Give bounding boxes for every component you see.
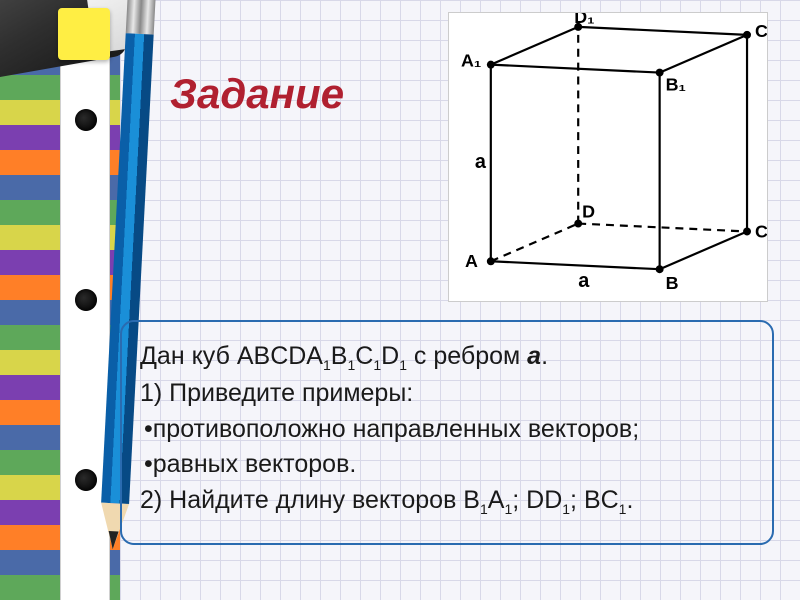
t3s3: 1 — [562, 501, 570, 517]
svg-text:B₁: B₁ — [666, 74, 686, 94]
t3a: 2) Найдите длину векторов B — [140, 486, 480, 514]
svg-text:A: A — [465, 251, 478, 271]
svg-text:a: a — [475, 151, 487, 173]
binder-hole — [75, 469, 97, 491]
t1s1: 1 — [323, 357, 331, 373]
svg-text:A₁: A₁ — [461, 51, 481, 71]
t1b: B — [331, 342, 348, 370]
slide-title: Задание — [170, 70, 344, 118]
task-bullet-2: •равных векторов. — [140, 448, 754, 482]
t3s1: 1 — [480, 501, 488, 517]
svg-text:C₁: C₁ — [755, 21, 767, 41]
svg-text:a: a — [578, 270, 590, 292]
t1v: a — [527, 342, 541, 370]
slide-stage: Задание ABCDA₁B₁C₁D₁aa Дан куб ABCDA1B1C… — [0, 0, 800, 600]
pencil-ferrule — [126, 0, 156, 35]
t3e: . — [626, 486, 633, 514]
svg-text:B: B — [666, 273, 679, 293]
pencil-tip — [108, 531, 119, 549]
task-line-1: Дан куб ABCDA1B1C1D1 с ребром a. — [140, 340, 754, 375]
t1e: с ребром — [407, 342, 527, 370]
binder-hole — [75, 289, 97, 311]
task-line-3: 2) Найдите длину векторов B1A1; DD1; BC1… — [140, 484, 754, 519]
cube-svg: A B C D A₁ B₁ C₁ D₁ a a — [449, 13, 767, 301]
t1s4: 1 — [399, 357, 407, 373]
t1s3: 1 — [373, 357, 381, 373]
sharpener-decor — [58, 8, 110, 60]
svg-text:D: D — [582, 202, 595, 222]
svg-text:D₁: D₁ — [574, 13, 594, 27]
t3b: A — [488, 486, 505, 514]
t1d: D — [381, 342, 399, 370]
svg-text:C: C — [755, 221, 767, 241]
task-box: Дан куб ABCDA1B1C1D1 с ребром a. 1) Прив… — [120, 320, 774, 545]
t3d: ; BC — [570, 486, 619, 514]
cube-diagram: A B C D A₁ B₁ C₁ D₁ a a — [448, 12, 768, 302]
task-line-2: 1) Приведите примеры: — [140, 377, 754, 411]
t1f: . — [541, 342, 548, 370]
t1a: Дан куб ABCDA — [140, 342, 323, 370]
t1c: C — [355, 342, 373, 370]
t3c: ; DD — [512, 486, 562, 514]
task-bullet-1: •противоположно направленных векторов; — [140, 413, 754, 447]
binder-hole — [75, 109, 97, 131]
